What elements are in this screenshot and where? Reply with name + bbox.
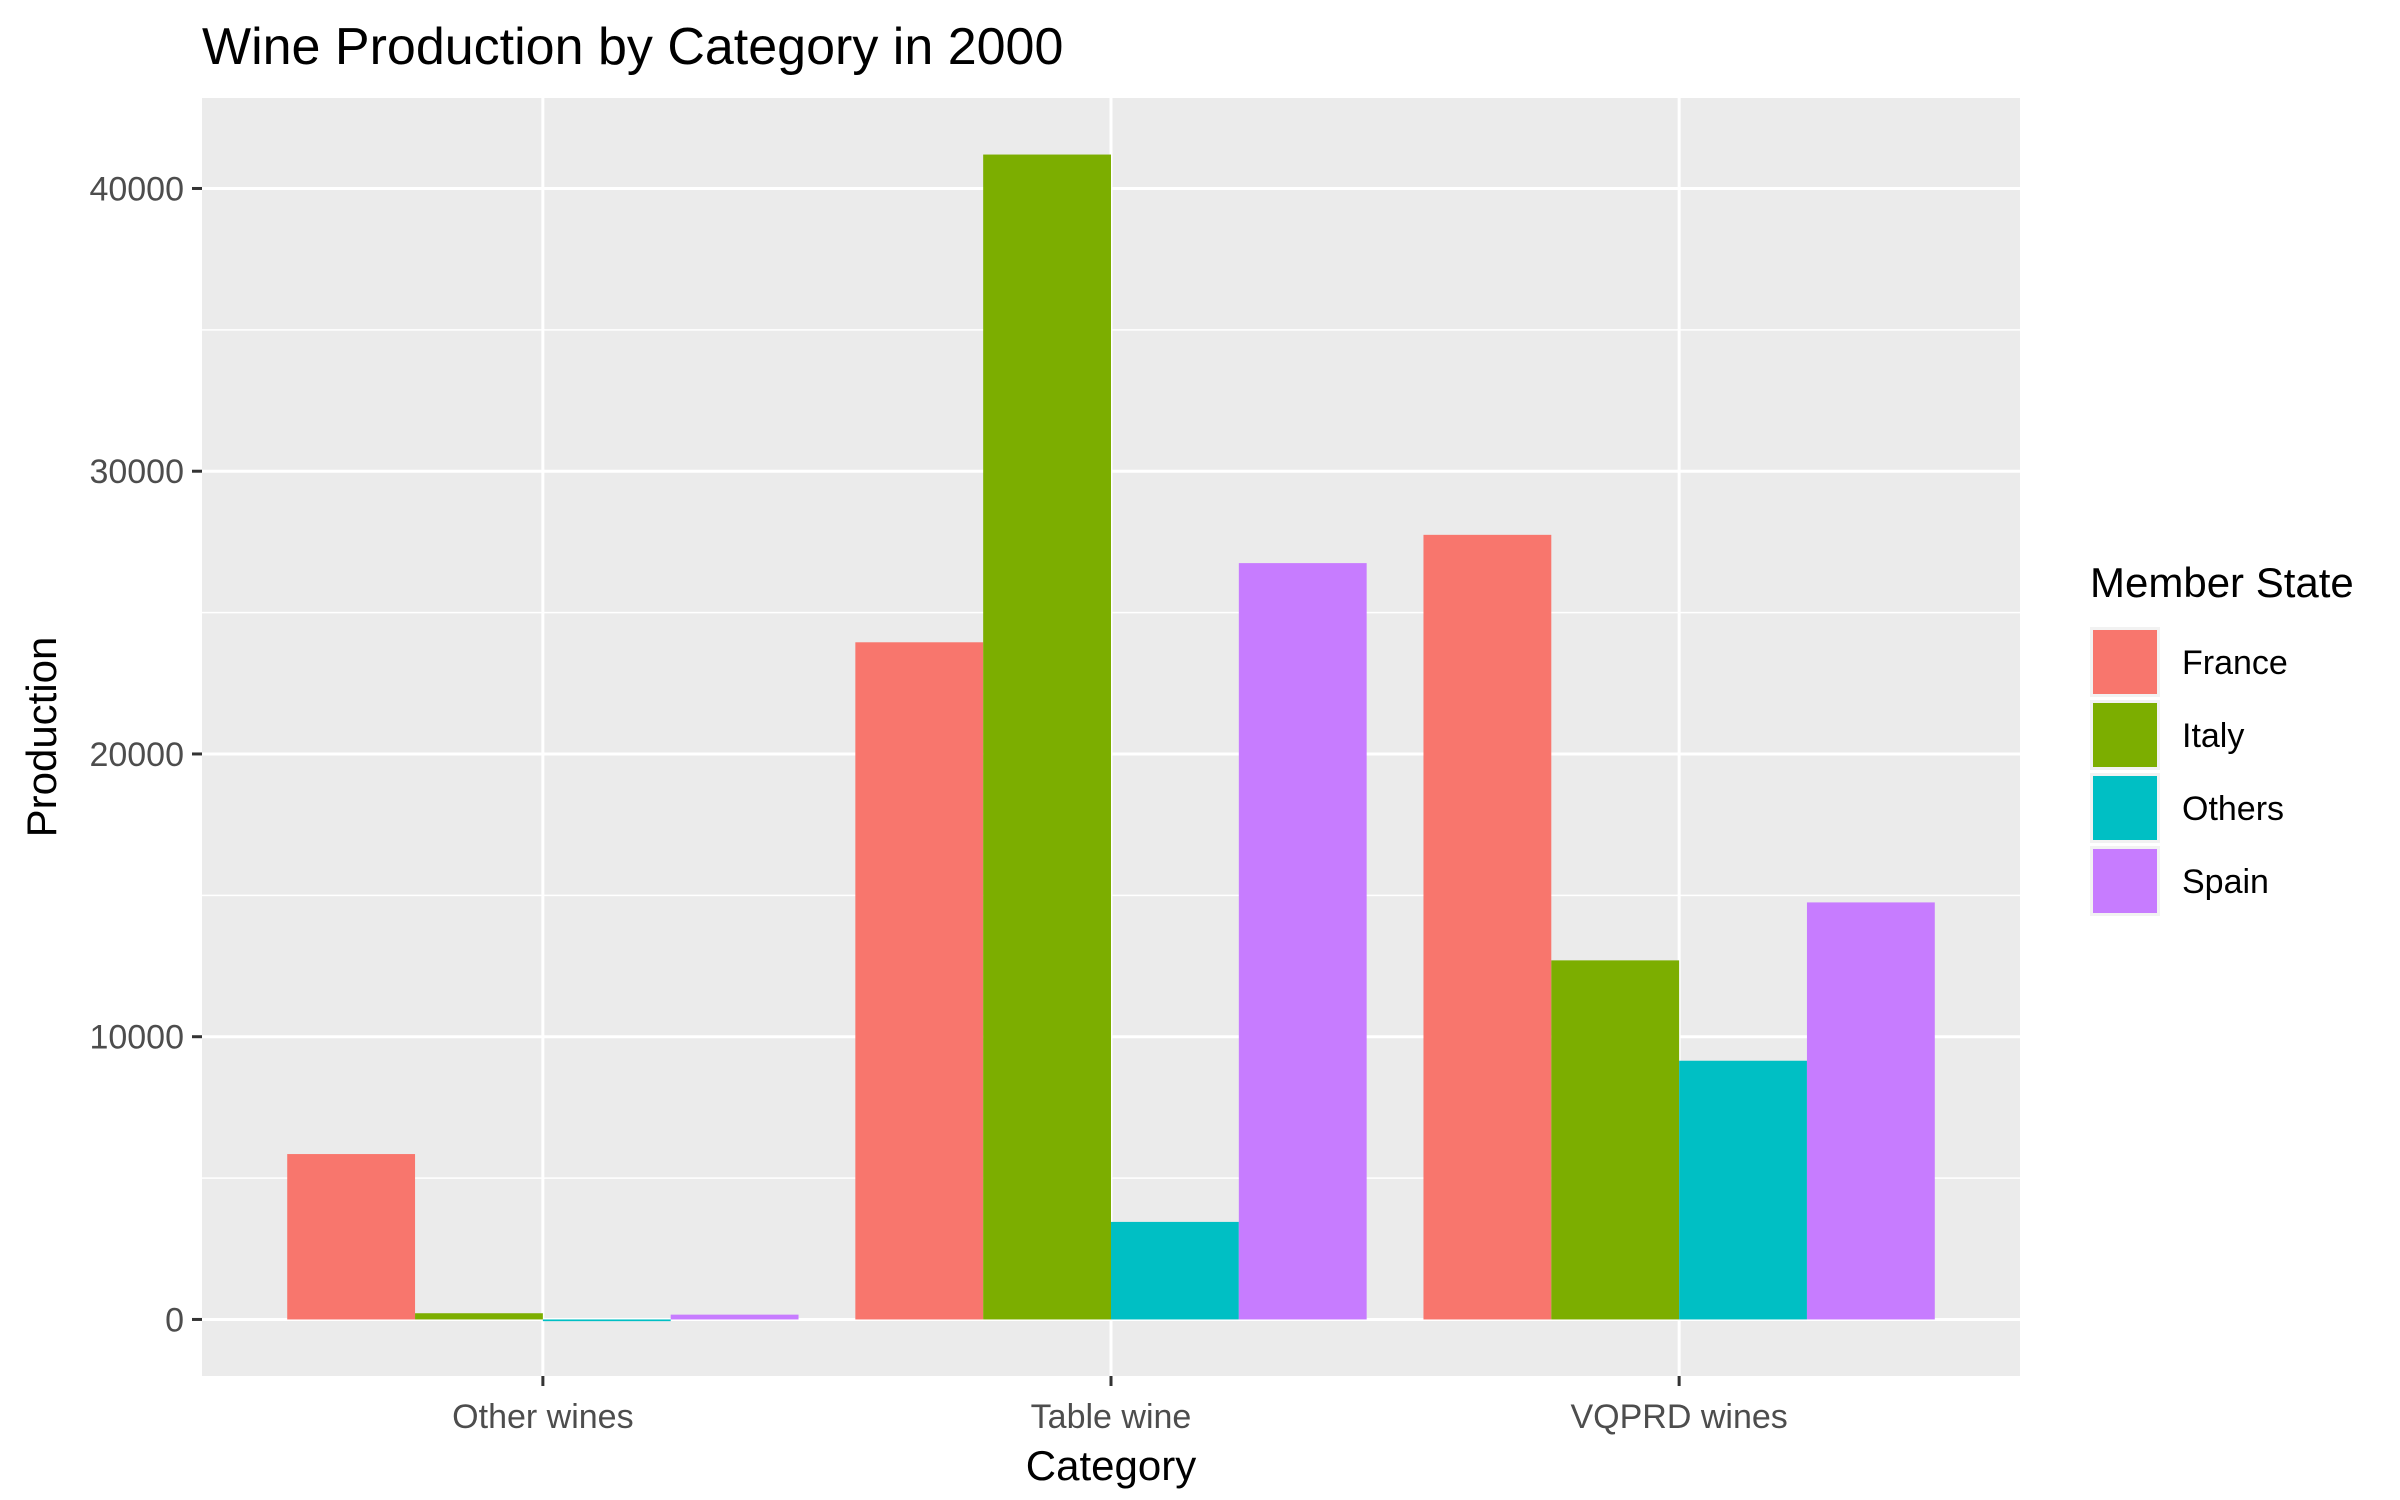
y-tick-label: 40000 (89, 170, 184, 208)
x-tick-label: Table wine (1031, 1398, 1192, 1436)
legend-key-spain (2093, 849, 2157, 913)
legend-key-italy (2093, 703, 2157, 767)
bar-others-3 (1679, 1060, 1807, 1320)
x-tick-label: Other wines (452, 1398, 633, 1436)
bar-others-2 (1111, 1221, 1239, 1320)
bar-others-1 (542, 1319, 671, 1322)
bar-spain-1 (670, 1314, 799, 1320)
bar-spain-3 (1806, 902, 1935, 1320)
x-tick-label: VQPRD wines (1570, 1398, 1787, 1436)
bars (287, 154, 1935, 1322)
bar-france-1 (287, 1154, 416, 1320)
legend-label: France (2182, 644, 2288, 682)
bar-italy-3 (1551, 960, 1680, 1320)
legend-label: Spain (2182, 863, 2269, 901)
legend-title: Member State (2090, 559, 2354, 606)
x-axis: Other wines Table wine VQPRD wines (452, 1376, 1788, 1436)
legend-label: Italy (2182, 717, 2244, 755)
y-tick-label: 20000 (89, 736, 184, 774)
bar-italy-1 (415, 1313, 543, 1320)
legend-key-france (2093, 630, 2157, 694)
legend-label: Others (2182, 790, 2284, 828)
chart-title: Wine Production by Category in 2000 (202, 18, 1063, 76)
x-axis-title: Category (1026, 1442, 1196, 1489)
y-axis: 0 10000 20000 30000 40000 (89, 170, 202, 1339)
y-tick-label: 0 (165, 1301, 184, 1339)
y-tick-label: 10000 (89, 1019, 184, 1057)
legend-key-others (2093, 776, 2157, 840)
bar-spain-2 (1238, 563, 1367, 1320)
bar-italy-2 (983, 154, 1111, 1320)
legend: Member State France Italy Others Spain (2090, 559, 2354, 916)
y-tick-label: 30000 (89, 453, 184, 491)
bar-france-3 (1423, 534, 1552, 1320)
y-axis-title: Production (18, 637, 65, 838)
bar-france-2 (855, 642, 984, 1320)
